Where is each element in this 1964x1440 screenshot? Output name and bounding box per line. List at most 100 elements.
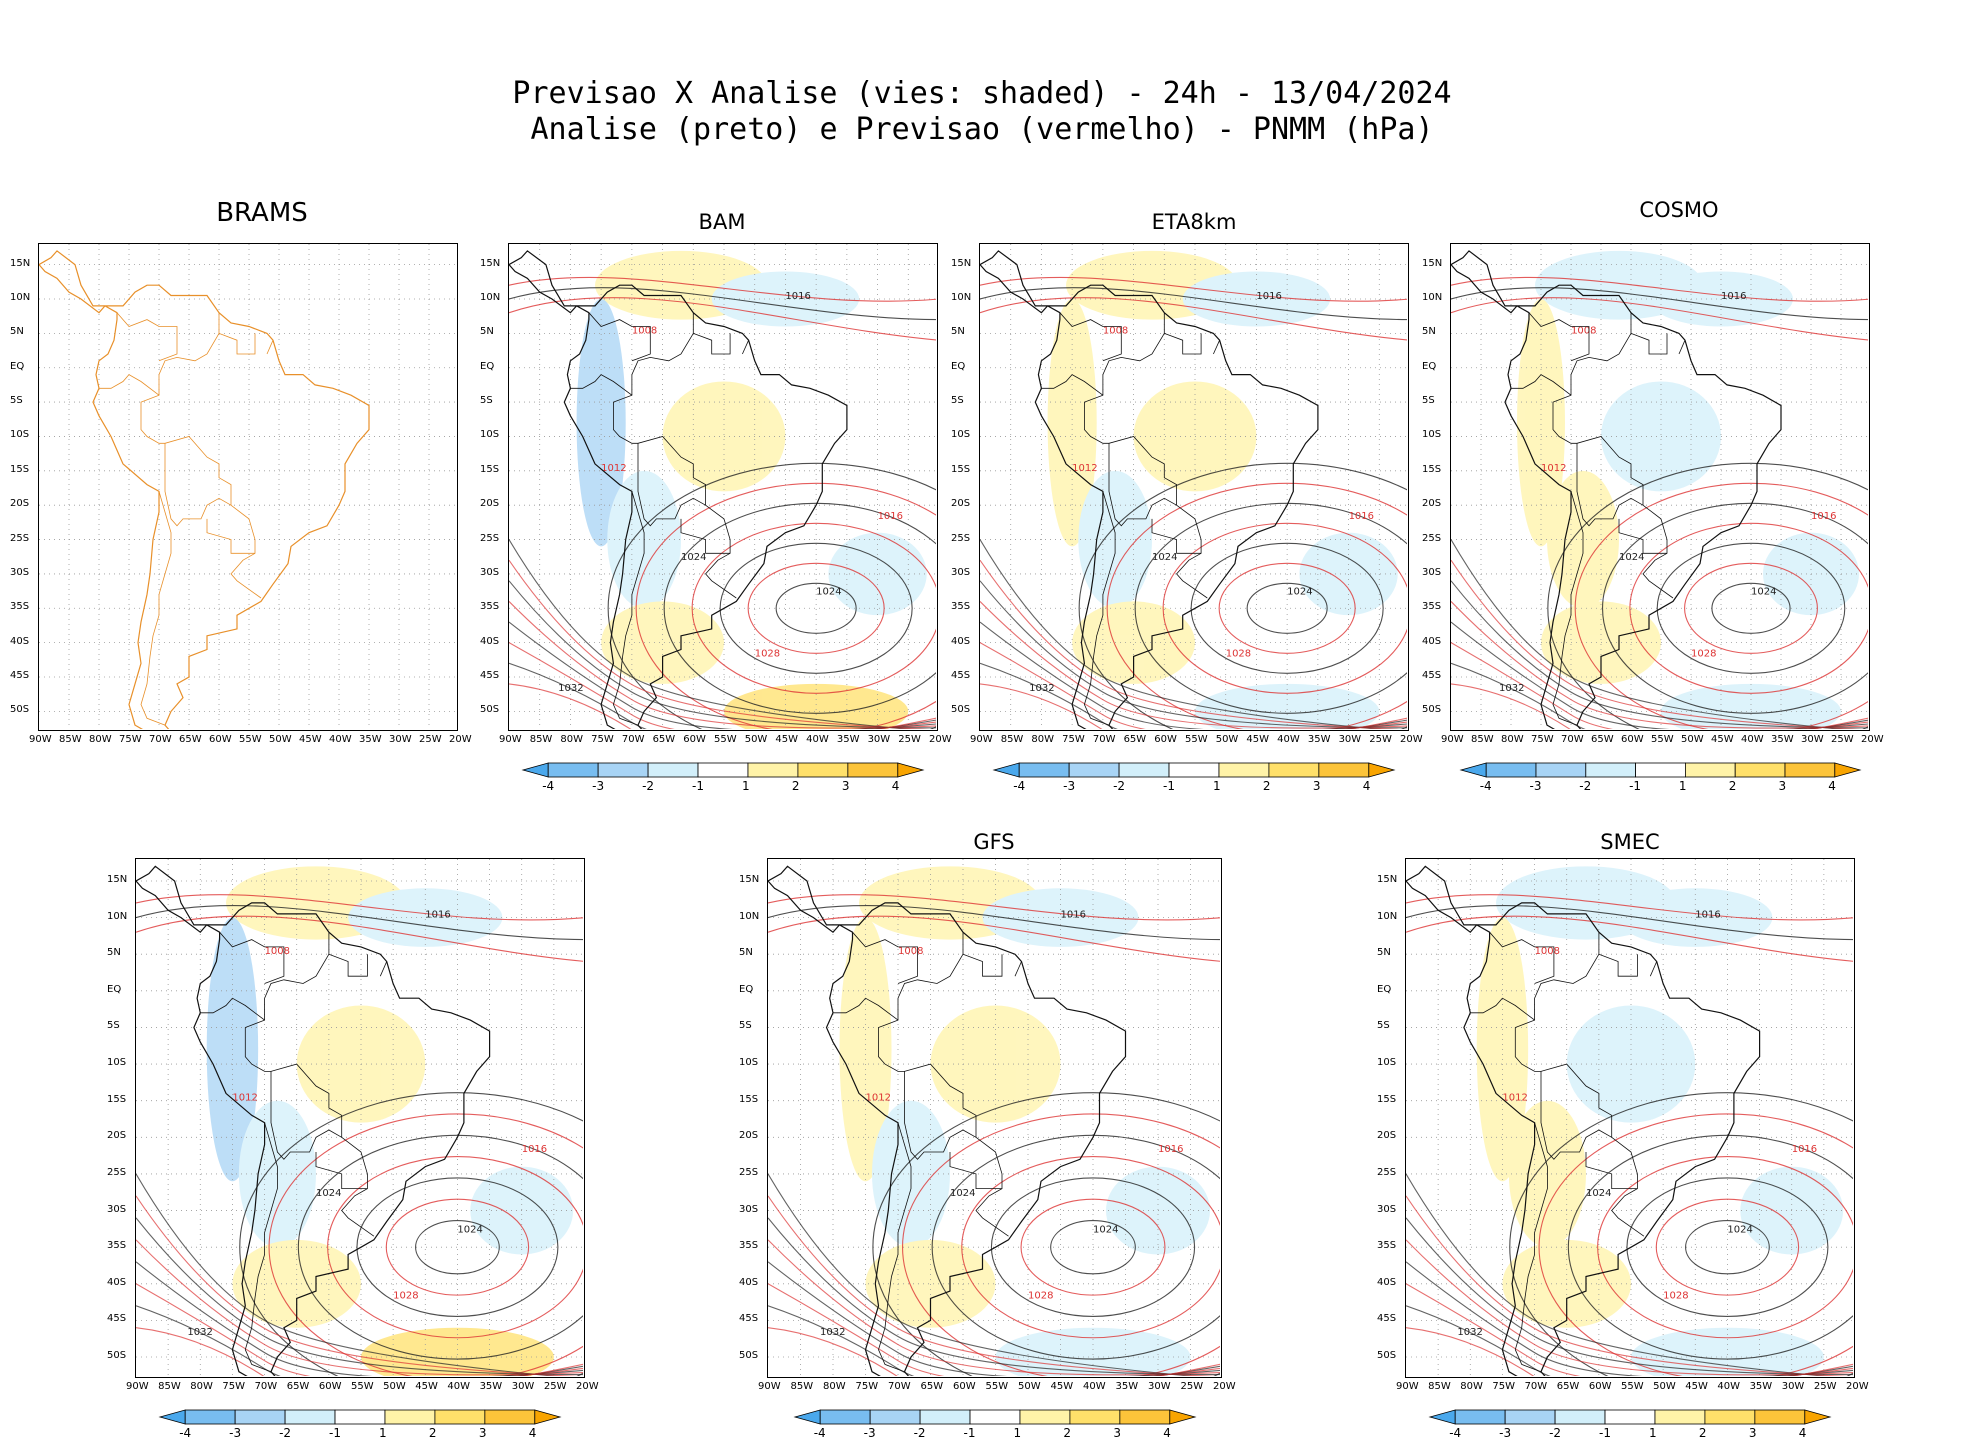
colorbar-label: 1 xyxy=(741,779,750,793)
lon-tick-label: 80W xyxy=(1501,734,1524,745)
panel-title-cosmo: COSMO xyxy=(1639,198,1719,222)
lat-tick-label: 45S xyxy=(951,670,971,681)
country-border xyxy=(833,997,899,1021)
country-border xyxy=(244,1122,278,1373)
colorbar-label: -3 xyxy=(1063,779,1076,793)
lon-tick-label: 30W xyxy=(1801,734,1824,745)
lon-tick-label: 80W xyxy=(1031,734,1055,745)
lat-tick-label: 20S xyxy=(739,1130,759,1142)
colorbar-segment xyxy=(1168,762,1220,778)
colorbar-segment xyxy=(1018,762,1070,778)
panel-title-brams: BRAMS xyxy=(216,198,308,228)
colorbar-segment xyxy=(284,1409,336,1425)
bias-blob xyxy=(982,888,1139,947)
lon-tick-label: 55W xyxy=(351,1381,374,1392)
lat-tick-label: 45S xyxy=(480,670,500,681)
lon-tick-label: 90W xyxy=(499,734,522,745)
lat-tick-label: 25S xyxy=(739,1166,759,1178)
colorbar-segment xyxy=(1485,762,1536,778)
contour-label: 1016 xyxy=(1811,511,1836,522)
lat-tick-label: 35S xyxy=(1422,601,1442,613)
colorbar-segment xyxy=(869,1409,920,1425)
lon-tick-label: 40W xyxy=(329,734,352,745)
colorbar-segment xyxy=(1019,1409,1070,1425)
lat-tick-label: 40S xyxy=(107,1276,127,1288)
colorbar-segment xyxy=(1068,762,1120,778)
lat-tick-label: 15S xyxy=(10,463,30,475)
lon-tick-label: 35W xyxy=(1771,734,1794,745)
country-border xyxy=(1514,953,1645,1237)
figure-title-line1: Previsao X Analise (vies: shaded) - 24h … xyxy=(512,76,1452,111)
colorbar-segment xyxy=(234,1409,286,1425)
lat-tick-label: 35S xyxy=(480,601,500,613)
lon-tick-label: 50W xyxy=(269,734,292,745)
lat-tick-label: 25S xyxy=(107,1166,127,1178)
lon-tick-label: 45W xyxy=(1685,1381,1708,1392)
lon-tick-label: 70W xyxy=(1092,734,1116,745)
colorbar-segment xyxy=(1218,762,1270,778)
lon-tick-label: 30W xyxy=(511,1381,535,1392)
country-border xyxy=(1585,1152,1638,1190)
lon-tick-label: 85W xyxy=(1428,1381,1451,1392)
contour-label: 1024 xyxy=(1586,1188,1611,1199)
country-border xyxy=(570,374,633,396)
contour-label: 1028 xyxy=(393,1290,418,1301)
contour-label: 1032 xyxy=(187,1327,212,1338)
lon-tick-label: 80W xyxy=(560,734,584,745)
lat-tick-label: 15N xyxy=(10,257,31,269)
lon-tick-label: 50W xyxy=(1215,734,1239,745)
contour-label: 1032 xyxy=(1499,683,1524,694)
panel-title-gfs: GFS xyxy=(973,830,1015,854)
lat-tick-label: 40S xyxy=(10,635,30,647)
lat-tick-label: 40S xyxy=(1377,1276,1397,1288)
lon-tick-label: 40W xyxy=(806,734,829,745)
colorbar-label: 4 xyxy=(1828,779,1836,793)
country-border xyxy=(1470,997,1535,1021)
colorbar xyxy=(1459,762,1861,778)
contour-label: 1016 xyxy=(522,1144,547,1155)
coastline xyxy=(39,250,370,729)
lat-tick-label: 30S xyxy=(107,1203,127,1215)
map-panel-brams xyxy=(38,243,458,731)
colorbar-segment xyxy=(1704,1409,1756,1425)
colorbar-label: -1 xyxy=(1599,1426,1611,1440)
lon-tick-label: 35W xyxy=(1749,1381,1773,1392)
lat-tick-label: 20S xyxy=(107,1130,127,1142)
colorbar-label: -2 xyxy=(1549,1426,1562,1440)
colorbar-arrow-left xyxy=(992,762,1020,778)
lon-tick-label: 40W xyxy=(1277,734,1300,745)
lat-tick-label: 30S xyxy=(1422,566,1442,578)
lon-tick-label: 75W xyxy=(1531,734,1554,745)
colorbar-segment xyxy=(1268,762,1320,778)
lon-tick-label: 50W xyxy=(1681,734,1704,745)
gridlines xyxy=(136,859,583,1376)
lon-tick-label: 70W xyxy=(149,734,172,745)
lat-tick-label: EQ xyxy=(480,360,495,372)
colorbar-label: -4 xyxy=(542,779,555,793)
lon-tick-label: 75W xyxy=(1492,1381,1516,1392)
lat-tick-label: 35S xyxy=(1377,1240,1397,1252)
contour-label: 1016 xyxy=(878,511,903,522)
lon-tick-label: 80W xyxy=(190,1381,213,1392)
contour-label: 1012 xyxy=(232,1093,257,1104)
lon-tick-label: 70W xyxy=(1524,1381,1548,1392)
contour-label: 1008 xyxy=(1535,946,1560,957)
colorbar-segment xyxy=(1454,1409,1506,1425)
country-border xyxy=(1108,443,1177,527)
lat-tick-label: 10N xyxy=(739,910,760,922)
colorbar-arrow-right xyxy=(897,762,925,778)
bias-blob xyxy=(1182,271,1331,327)
lat-tick-label: 45S xyxy=(739,1313,759,1325)
colorbar-arrow-left xyxy=(1459,762,1487,778)
lon-tick-label: 55W xyxy=(239,734,262,745)
lat-tick-label: 10N xyxy=(480,291,501,303)
bias-blob xyxy=(711,271,860,327)
contour-label: 1024 xyxy=(1152,552,1177,563)
lon-tick-label: 55W xyxy=(714,734,737,745)
colorbar-segment xyxy=(434,1409,486,1425)
lon-tick-label: 70W xyxy=(254,1381,278,1392)
lon-tick-label: 70W xyxy=(1561,734,1584,745)
lat-tick-label: EQ xyxy=(10,360,25,372)
lat-tick-label: 45S xyxy=(10,670,30,681)
lat-tick-label: 10S xyxy=(1422,429,1442,441)
